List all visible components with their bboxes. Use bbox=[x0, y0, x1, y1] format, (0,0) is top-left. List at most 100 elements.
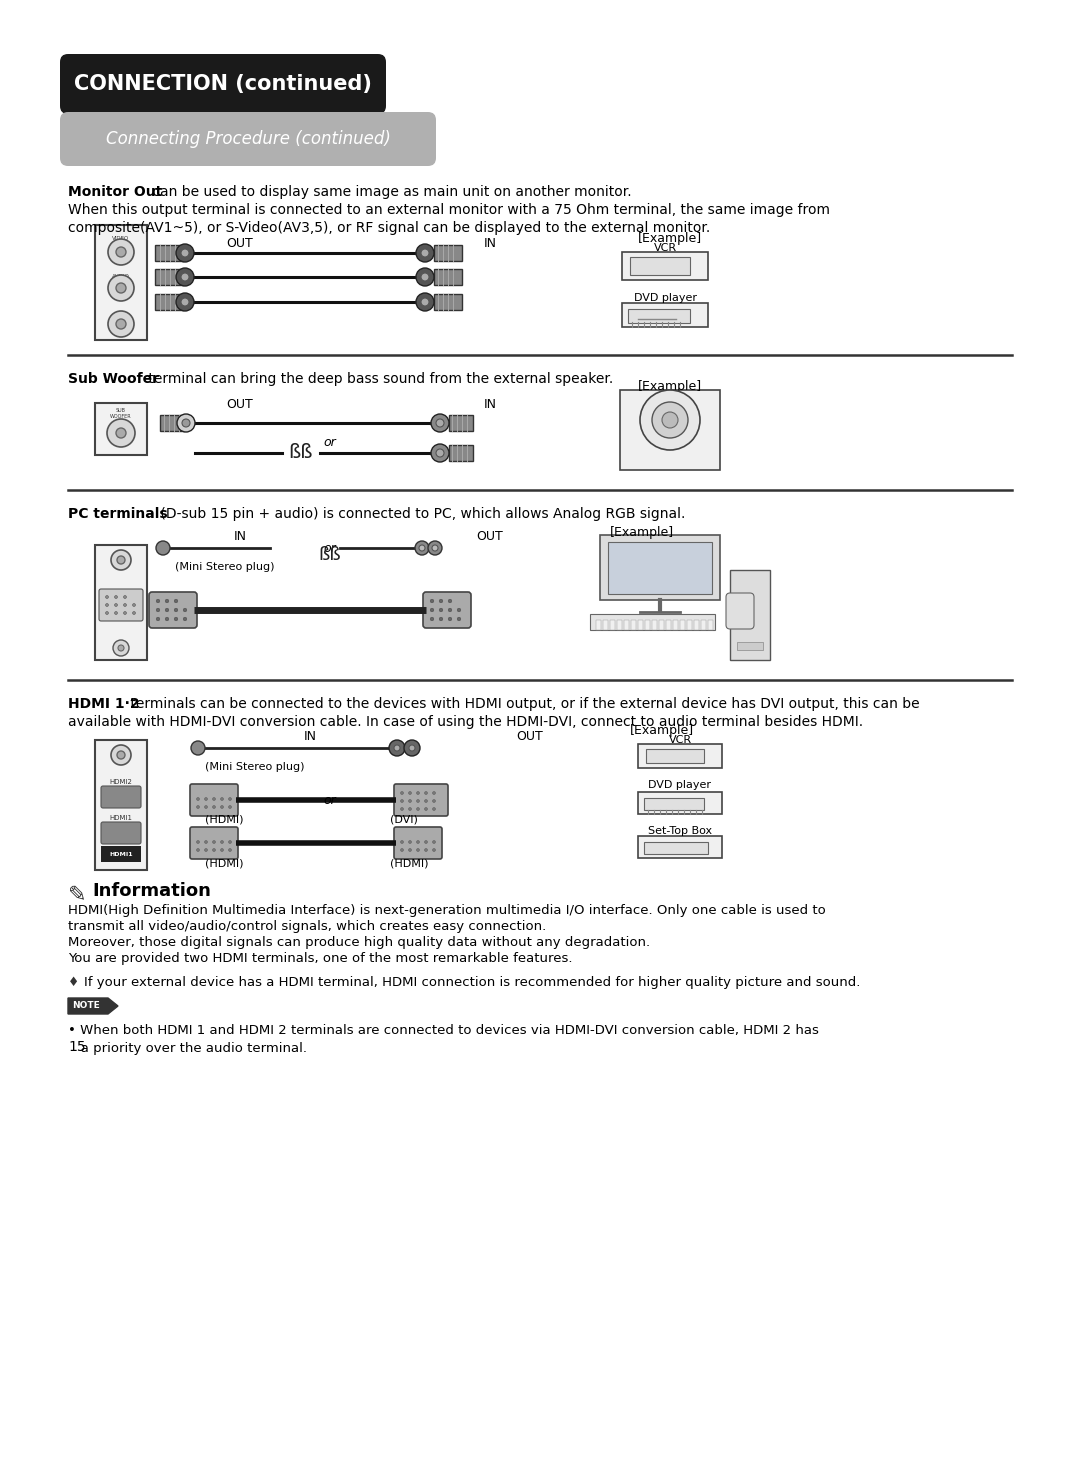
Text: If your external device has a HDMI terminal, HDMI connection is recommended for : If your external device has a HDMI termi… bbox=[84, 975, 861, 989]
Bar bbox=[95, 225, 147, 340]
Circle shape bbox=[432, 841, 435, 844]
Circle shape bbox=[116, 429, 126, 437]
Circle shape bbox=[417, 841, 419, 844]
Bar bbox=[434, 269, 462, 285]
Circle shape bbox=[440, 599, 443, 603]
Bar bbox=[95, 545, 147, 661]
Circle shape bbox=[401, 807, 404, 810]
Circle shape bbox=[156, 541, 170, 556]
FancyBboxPatch shape bbox=[394, 783, 448, 816]
Circle shape bbox=[457, 609, 461, 612]
Text: PC terminals: PC terminals bbox=[68, 507, 167, 522]
Circle shape bbox=[229, 848, 231, 851]
Circle shape bbox=[165, 618, 168, 621]
Text: When this output terminal is connected to an external monitor with a 75 Ohm term: When this output terminal is connected t… bbox=[68, 202, 831, 217]
Circle shape bbox=[213, 806, 216, 808]
Circle shape bbox=[191, 740, 205, 755]
FancyBboxPatch shape bbox=[99, 590, 143, 621]
Bar bbox=[620, 390, 720, 470]
Bar bbox=[631, 619, 636, 630]
Circle shape bbox=[157, 609, 160, 612]
Bar bbox=[434, 245, 462, 262]
Bar bbox=[95, 403, 147, 455]
Circle shape bbox=[165, 599, 168, 603]
Circle shape bbox=[197, 848, 200, 851]
Text: (Mini Stereo plug): (Mini Stereo plug) bbox=[175, 562, 274, 572]
Circle shape bbox=[204, 841, 207, 844]
Circle shape bbox=[174, 618, 178, 621]
Circle shape bbox=[432, 807, 435, 810]
Circle shape bbox=[432, 545, 438, 551]
Circle shape bbox=[408, 800, 411, 803]
Text: VCR: VCR bbox=[669, 735, 691, 745]
Bar bbox=[603, 619, 608, 630]
Bar bbox=[102, 845, 141, 862]
Text: WOOFER: WOOFER bbox=[110, 414, 132, 420]
Circle shape bbox=[117, 556, 125, 565]
Text: VIDEO: VIDEO bbox=[112, 236, 130, 241]
FancyBboxPatch shape bbox=[190, 828, 238, 859]
FancyBboxPatch shape bbox=[60, 112, 436, 166]
Circle shape bbox=[133, 603, 135, 606]
Bar bbox=[673, 619, 678, 630]
Circle shape bbox=[432, 848, 435, 851]
Circle shape bbox=[204, 806, 207, 808]
Circle shape bbox=[204, 848, 207, 851]
Circle shape bbox=[213, 798, 216, 801]
Text: a priority over the audio terminal.: a priority over the audio terminal. bbox=[68, 1042, 307, 1055]
Circle shape bbox=[404, 740, 420, 757]
Circle shape bbox=[183, 418, 190, 427]
Circle shape bbox=[424, 807, 428, 810]
Text: terminals can be connected to the devices with HDMI output, or if the external d: terminals can be connected to the device… bbox=[126, 698, 920, 711]
Bar bbox=[730, 571, 770, 661]
Circle shape bbox=[432, 800, 435, 803]
Text: IN: IN bbox=[484, 398, 497, 411]
Text: ßß: ßß bbox=[287, 442, 312, 461]
Bar bbox=[95, 740, 147, 871]
Bar bbox=[434, 294, 462, 310]
Text: (DVI): (DVI) bbox=[390, 814, 418, 825]
Bar bbox=[638, 743, 723, 769]
Circle shape bbox=[416, 293, 434, 310]
Circle shape bbox=[436, 418, 444, 427]
Text: CONNECTION (continued): CONNECTION (continued) bbox=[75, 74, 372, 95]
Text: SUB: SUB bbox=[116, 408, 126, 414]
Circle shape bbox=[431, 443, 449, 463]
Circle shape bbox=[107, 418, 135, 446]
Circle shape bbox=[181, 248, 189, 257]
Text: 15: 15 bbox=[68, 1041, 85, 1054]
Circle shape bbox=[213, 841, 216, 844]
Text: or: or bbox=[324, 541, 336, 554]
FancyBboxPatch shape bbox=[394, 828, 442, 859]
FancyBboxPatch shape bbox=[149, 593, 197, 628]
Text: (Mini Stereo plug): (Mini Stereo plug) bbox=[205, 763, 305, 772]
Bar bbox=[600, 535, 720, 600]
Circle shape bbox=[220, 848, 224, 851]
Text: or: or bbox=[324, 794, 336, 807]
Text: Sub Woofer: Sub Woofer bbox=[68, 372, 159, 386]
Text: (HDMI): (HDMI) bbox=[205, 814, 243, 825]
Circle shape bbox=[123, 603, 126, 606]
Text: (HDMI): (HDMI) bbox=[205, 859, 243, 868]
Bar bbox=[156, 294, 183, 310]
Bar bbox=[659, 619, 664, 630]
FancyBboxPatch shape bbox=[60, 55, 386, 114]
Circle shape bbox=[184, 609, 187, 612]
Bar bbox=[160, 415, 184, 432]
Circle shape bbox=[177, 414, 195, 432]
Bar bbox=[610, 619, 615, 630]
Circle shape bbox=[409, 745, 415, 751]
Circle shape bbox=[389, 740, 405, 757]
Text: DVD player: DVD player bbox=[634, 293, 697, 303]
FancyBboxPatch shape bbox=[726, 593, 754, 630]
Text: transmit all video/audio/control signals, which creates easy connection.: transmit all video/audio/control signals… bbox=[68, 919, 546, 933]
Circle shape bbox=[430, 609, 434, 612]
Circle shape bbox=[213, 848, 216, 851]
FancyBboxPatch shape bbox=[190, 783, 238, 816]
Bar bbox=[687, 619, 692, 630]
Bar bbox=[617, 619, 622, 630]
Circle shape bbox=[165, 609, 168, 612]
Circle shape bbox=[424, 848, 428, 851]
Circle shape bbox=[106, 596, 108, 599]
Circle shape bbox=[176, 293, 194, 310]
